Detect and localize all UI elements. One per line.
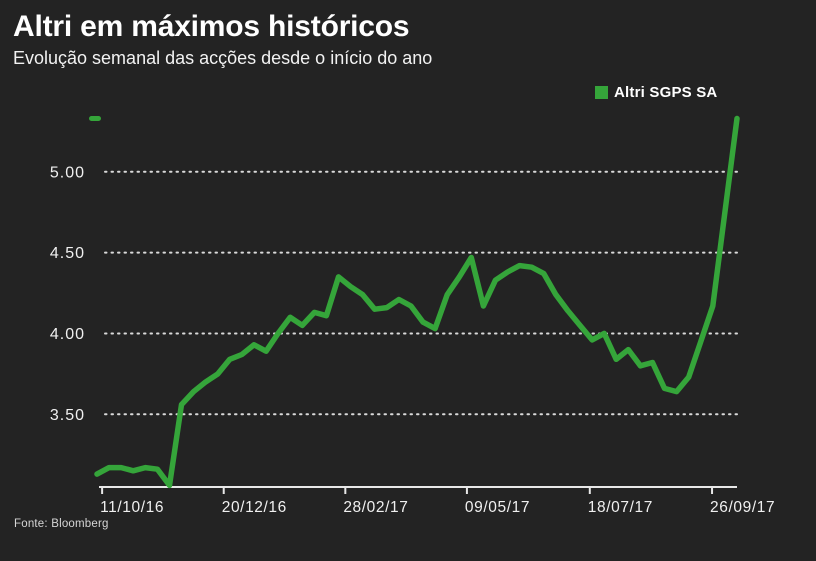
x-axis-tick-label: 28/02/17	[343, 499, 408, 516]
price-line	[94, 115, 740, 489]
source-note: Fonte: Bloomberg	[14, 518, 109, 530]
x-axis-tick-label: 26/09/17	[710, 499, 775, 516]
last-value-marker	[89, 115, 101, 121]
x-axis-tick-label: 18/07/17	[588, 499, 653, 516]
legend: Altri SGPS SA	[595, 84, 717, 101]
y-axis-tick-label: 4.00	[50, 326, 85, 343]
x-axis-tick-label: 11/10/16	[100, 499, 164, 516]
x-axis-tick-label: 20/12/16	[222, 499, 287, 516]
y-axis-tick-label: 5.00	[50, 164, 85, 181]
y-axis-tick-label: 3.50	[50, 407, 85, 424]
y-axis-tick-label: 4.50	[50, 245, 85, 262]
page-title: Altri em máximos históricos	[13, 10, 410, 43]
legend-label: Altri SGPS SA	[614, 84, 718, 101]
legend-swatch-icon	[595, 86, 608, 99]
chart-subtitle: Evolução semanal das acções desde o iníc…	[13, 48, 433, 68]
x-axis-tick-label: 09/05/17	[465, 499, 530, 516]
